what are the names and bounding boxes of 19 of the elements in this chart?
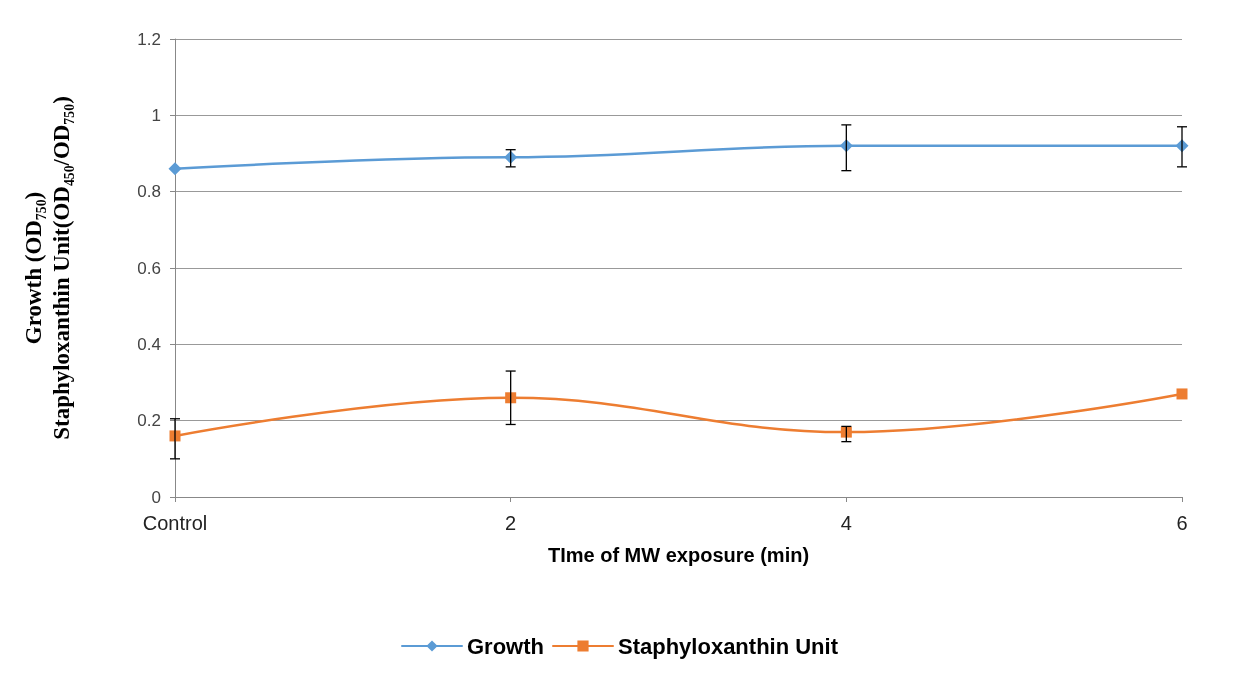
point: [840, 426, 852, 438]
y-tick-label: 0.8: [137, 182, 161, 202]
y-tick-label: 0.2: [137, 411, 161, 431]
x-tick-label: 2: [505, 512, 517, 534]
point: [505, 392, 517, 404]
x-tick-label: Control: [142, 512, 208, 534]
legend-label: Staphyloxanthin Unit: [617, 633, 839, 659]
point: [168, 162, 182, 176]
x-axis-title: TIme of MW exposure (min): [547, 544, 810, 566]
y-tick-label: 0: [151, 487, 161, 507]
y-tick-label: 1: [151, 105, 161, 125]
y-tick-label: 0.4: [137, 334, 161, 354]
x-tick-label: 4: [840, 512, 852, 534]
point: [1176, 388, 1188, 400]
y-tick-label: 1.2: [137, 29, 161, 49]
y-tick-label: 0.6: [137, 258, 161, 278]
legend-label: Growth: [467, 633, 545, 659]
x-tick-label: 6: [1176, 512, 1188, 534]
y-axis-title: Growth (OD₇₅₀) Staphyloxanthin Unit(OD₄₅₀/OD₇₅₀): [20, 96, 74, 440]
